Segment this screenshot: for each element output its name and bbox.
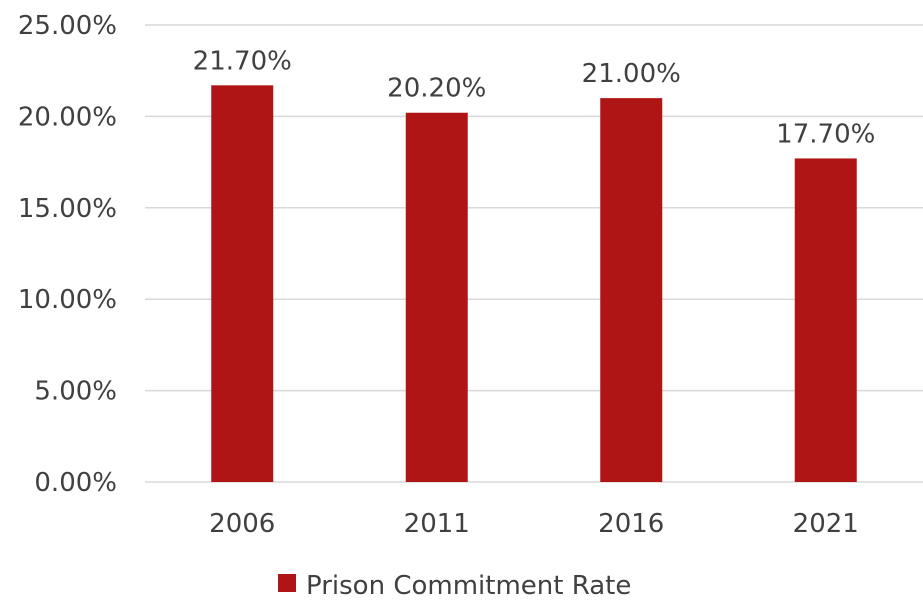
data-labels: 21.70% 20.20% 21.00% 17.70% <box>193 46 876 149</box>
y-tick-label: 20.00% <box>18 102 117 132</box>
y-tick-label: 25.00% <box>18 11 117 41</box>
gridlines <box>145 24 923 483</box>
y-tick-label: 15.00% <box>18 194 117 224</box>
data-label-2021: 17.70% <box>776 119 875 149</box>
bars <box>211 85 857 483</box>
legend: Prison Commitment Rate <box>278 571 631 600</box>
legend-label: Prison Commitment Rate <box>306 571 631 600</box>
legend-swatch <box>278 574 296 592</box>
bar-2006 <box>211 85 274 482</box>
y-tick-label: 10.00% <box>18 285 117 315</box>
data-label-2011: 20.20% <box>387 74 486 104</box>
x-tick-label: 2021 <box>793 509 859 539</box>
bar-2011 <box>405 112 468 482</box>
y-tick-label: 0.00% <box>34 468 117 498</box>
x-tick-label: 2011 <box>404 509 470 539</box>
x-axis-tick-labels: 2006 2011 2016 2021 <box>209 509 859 539</box>
data-label-2016: 21.00% <box>582 59 681 89</box>
y-axis-tick-labels: 0.00% 5.00% 10.00% 15.00% 20.00% 25.00% <box>18 11 117 498</box>
data-label-2006: 21.70% <box>193 46 292 76</box>
x-tick-label: 2006 <box>209 509 275 539</box>
y-tick-label: 5.00% <box>34 377 117 407</box>
bar-2016 <box>600 98 663 483</box>
x-tick-label: 2016 <box>598 509 664 539</box>
bar-2021 <box>794 158 857 482</box>
